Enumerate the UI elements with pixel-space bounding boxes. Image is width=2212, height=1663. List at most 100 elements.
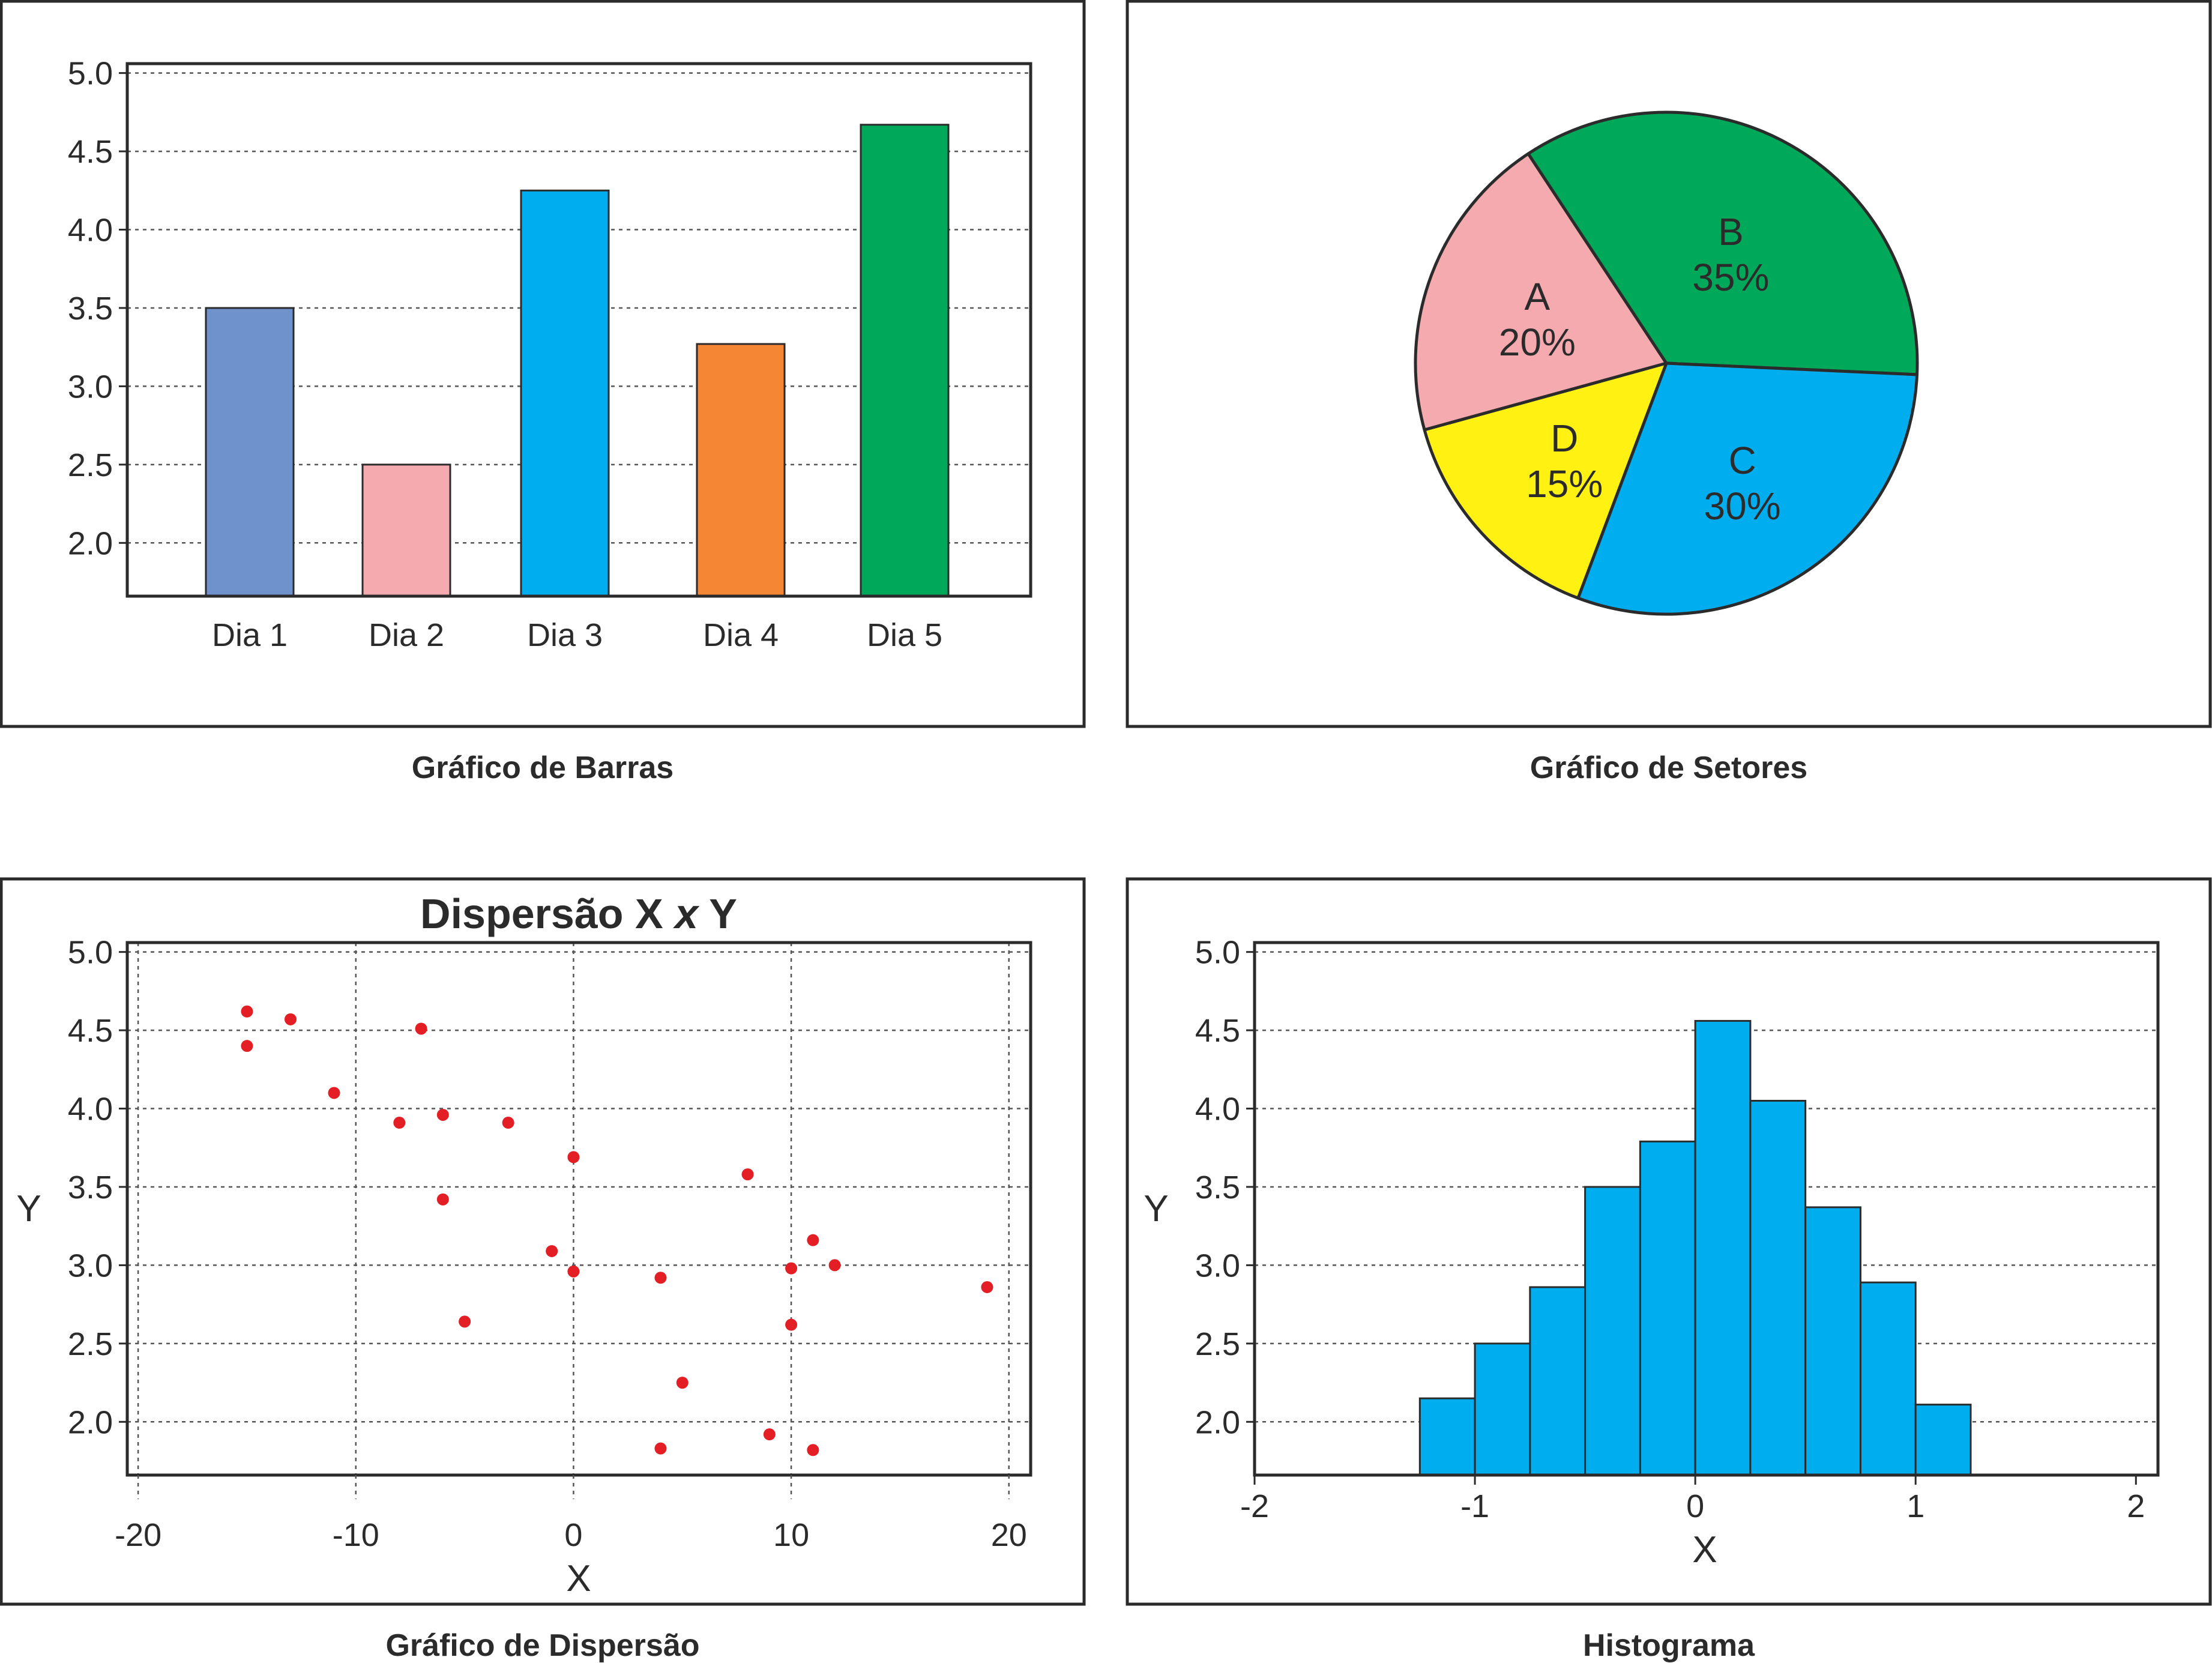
bar-category-label: Dia 4 [703,617,779,653]
bar-y-tick-label: 3.5 [68,291,113,327]
scatter-point [415,1022,427,1035]
histogram-y-tick-label: 5.0 [1195,935,1240,971]
scatter-point [807,1444,819,1456]
histogram-y-axis-label: Y [1144,1188,1168,1230]
scatter-title-part-2: x [672,890,700,937]
scatter-title-part-3: Y [698,890,737,937]
histogram-bin [1749,1099,1807,1476]
histogram-bin [1639,1140,1696,1476]
histogram-bins [1418,1019,1972,1476]
bar-y-tick-label: 3.0 [68,369,113,405]
bar-category-label: Dia 3 [527,617,603,653]
histogram-x-tick-label: 2 [2127,1488,2145,1524]
histogram-bin [1418,1397,1476,1476]
scatter-point [502,1117,514,1129]
histogram-bin [1474,1342,1531,1476]
scatter-title-part-1: Dispersão X [420,890,675,937]
scatter-point [785,1318,798,1331]
bar-y-tick-label: 2.0 [68,525,113,561]
pie-caption: Gráfico de Setores [1530,750,1807,785]
scatter-point [785,1262,798,1275]
histogram-x-tick-label: -2 [1240,1488,1269,1524]
pie-slice-percent: 20% [1499,321,1576,364]
histogram-chart: 2.0 2.5 3.0 3.5 4.0 4.5 5.0 -2 -1 0 1 2 X Y [1144,935,2160,1571]
scatter-point [654,1272,667,1284]
scatter-x-tick-label: 20 [991,1517,1027,1553]
histogram-plot-frame [1253,941,2160,1477]
panel-frame-scatter [0,877,1086,1606]
scatter-x-tick-label: 10 [773,1517,809,1553]
scatter-y-tick-label: 5.0 [68,935,113,971]
histogram-bin [1584,1186,1641,1476]
scatter-x-axis-label: X [566,1558,591,1599]
scatter-point [241,1005,253,1018]
pie-chart: A20% B35% C30% D15% [1414,110,1919,616]
pie-slice-percent: 15% [1526,462,1603,506]
scatter-grid [127,943,1031,1475]
scatter-title: Dispersão X x Y [420,890,737,937]
scatter-point [393,1117,406,1129]
histogram-x-axis-label: X [1692,1529,1717,1571]
panel-frame-pie [1126,0,2212,728]
pie-slice-a [1414,152,1668,432]
bar-y-tick-label: 4.5 [68,134,113,170]
bar-caption: Gráfico de Barras [412,750,674,785]
histogram-x-ticks: -2 -1 0 1 2 [1240,1475,2145,1524]
histogram-bin [1859,1281,1917,1476]
scatter-x-tick-label: -20 [115,1517,161,1553]
scatter-point [828,1259,841,1272]
bar-y-tick-label: 5.0 [68,56,113,92]
bar-y-tick-label: 4.0 [68,213,113,249]
pie-slice-label: D [1551,417,1578,460]
scatter-x-tick-label: -10 [333,1517,379,1553]
bar-category-label: Dia 2 [369,617,444,653]
scatter-y-ticks: 2.0 2.5 3.0 3.5 4.0 4.5 5.0 [68,935,127,1440]
scatter-point [741,1168,754,1181]
scatter-point [567,1151,580,1163]
scatter-point [436,1108,449,1121]
scatter-chart: Dispersão X x Y 2.0 2.5 3.0 3.5 4.0 4.5 5.0 -2… [16,890,1032,1599]
scatter-y-tick-label: 4.0 [68,1091,113,1127]
histogram-bin [1804,1206,1861,1476]
histogram-y-tick-label: 4.0 [1195,1091,1240,1127]
bar-y-tick-label: 2.5 [68,447,113,483]
pie-slice-percent: 35% [1692,256,1769,299]
scatter-points [241,1005,993,1456]
scatter-point [241,1040,253,1052]
scatter-point [763,1428,776,1441]
pie-slice-label: B [1718,210,1744,253]
scatter-y-tick-label: 3.0 [68,1248,113,1284]
scatter-y-tick-label: 2.0 [68,1404,113,1440]
histogram-y-tick-label: 2.5 [1195,1326,1240,1362]
bar-5 [860,124,950,597]
histogram-y-tick-label: 3.5 [1195,1170,1240,1206]
scatter-x-tick-label: 0 [564,1517,582,1553]
histogram-bin [1914,1404,1972,1476]
pie-slice-d [1423,361,1668,600]
histogram-grid [1255,951,2158,1423]
bar-plot-frame [125,62,1032,598]
histogram-y-tick-label: 2.0 [1195,1404,1240,1440]
histogram-caption: Histograma [1583,1628,1755,1663]
scatter-point [654,1442,667,1455]
histogram-y-ticks: 2.0 2.5 3.0 3.5 4.0 4.5 5.0 [1195,935,1255,1440]
histogram-x-tick-label: 0 [1686,1488,1704,1524]
pie-slice-b [1526,110,1919,376]
scatter-point [981,1281,993,1293]
scatter-plot-frame [125,941,1032,1477]
scatter-point [436,1193,449,1206]
bar-bars [205,124,950,597]
pie-slice-label: C [1728,439,1756,482]
histogram-y-tick-label: 3.0 [1195,1248,1240,1284]
bar-chart: 2.02.53.03.54.04.55.0 Dia 1 Dia 2 Dia 3 Dia… [68,56,1032,653]
histogram-bin [1529,1286,1587,1476]
histogram-y-tick-label: 4.5 [1195,1013,1240,1049]
bar-4 [696,343,786,597]
scatter-caption: Gráfico de Dispersão [385,1628,699,1663]
bar-1 [205,307,295,597]
bar-2 [361,463,451,597]
scatter-y-tick-label: 4.5 [68,1013,113,1049]
bar-3 [520,189,610,597]
bar-x-labels: Dia 1 Dia 2 Dia 3 Dia 4 Dia 5 [212,617,942,653]
